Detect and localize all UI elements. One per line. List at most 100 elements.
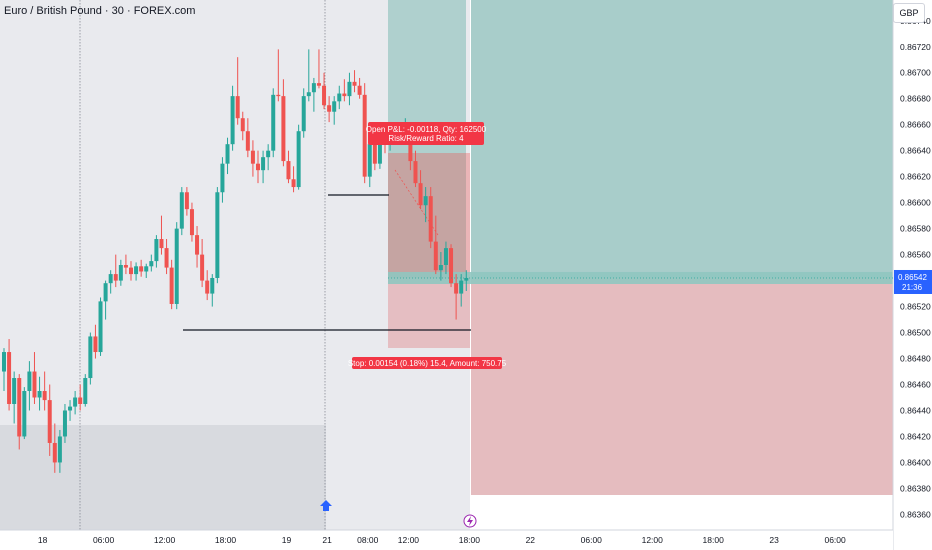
candle-body[interactable] xyxy=(123,265,128,268)
candle-body[interactable] xyxy=(139,266,144,272)
candle-body[interactable] xyxy=(357,85,362,95)
candle-body[interactable] xyxy=(306,92,311,97)
candle-body[interactable] xyxy=(98,301,103,353)
candle-body[interactable] xyxy=(347,81,352,97)
candle-body[interactable] xyxy=(367,144,372,177)
candle-body[interactable] xyxy=(225,144,230,164)
candle-body[interactable] xyxy=(113,274,118,281)
candle-body[interactable] xyxy=(7,352,12,404)
candle-body[interactable] xyxy=(281,96,286,162)
candle-body[interactable] xyxy=(88,336,93,379)
pnl-label-box[interactable] xyxy=(368,122,484,145)
candle-body[interactable] xyxy=(377,140,382,164)
candle-body[interactable] xyxy=(149,261,154,267)
candle-body[interactable] xyxy=(2,352,6,372)
price-tick-label: 0.86460 xyxy=(900,380,931,390)
price-tick-label: 0.86600 xyxy=(900,198,931,208)
candle-body[interactable] xyxy=(276,94,281,97)
candle-body[interactable] xyxy=(184,192,189,210)
candle-body[interactable] xyxy=(322,85,327,106)
candle-body[interactable] xyxy=(266,150,271,158)
current-price-badge[interactable] xyxy=(894,269,932,294)
candle-body[interactable] xyxy=(62,410,67,437)
candle-body[interactable] xyxy=(362,94,367,177)
candle-body[interactable] xyxy=(428,196,433,242)
candle-body[interactable] xyxy=(174,228,179,304)
candle-body[interactable] xyxy=(17,378,22,437)
candle-body[interactable] xyxy=(37,391,42,398)
candle-body[interactable] xyxy=(144,266,149,272)
candle-body[interactable] xyxy=(205,280,210,294)
time-axis[interactable] xyxy=(0,530,893,550)
candle-body[interactable] xyxy=(220,163,225,193)
candle-body[interactable] xyxy=(108,274,113,284)
candle-body[interactable] xyxy=(327,105,332,112)
candle-body[interactable] xyxy=(245,131,250,151)
candle-body[interactable] xyxy=(83,378,88,404)
candle-body[interactable] xyxy=(443,248,448,265)
candle-body[interactable] xyxy=(68,406,73,411)
candle-body[interactable] xyxy=(210,277,215,294)
candle-body[interactable] xyxy=(42,391,47,401)
candle-body[interactable] xyxy=(296,131,301,188)
candle-body[interactable] xyxy=(311,83,316,93)
candle-body[interactable] xyxy=(449,248,454,284)
candle-body[interactable] xyxy=(215,192,220,278)
candle-body[interactable] xyxy=(12,378,17,404)
stop-label-box[interactable] xyxy=(352,357,502,369)
candle-body[interactable] xyxy=(418,183,423,206)
session-marker-arrow-icon[interactable] xyxy=(320,500,332,511)
candle-body[interactable] xyxy=(129,267,133,275)
currency-button[interactable]: GBP xyxy=(893,3,925,23)
candle-body[interactable] xyxy=(93,336,98,353)
candle-body[interactable] xyxy=(200,254,205,281)
candle-body[interactable] xyxy=(27,371,32,392)
candle-body[interactable] xyxy=(32,371,37,398)
candle-body[interactable] xyxy=(423,196,428,206)
candle-body[interactable] xyxy=(291,179,296,188)
candle-body[interactable] xyxy=(464,277,469,281)
current-price-value: 0.86542 xyxy=(898,273,927,282)
candle-body[interactable] xyxy=(459,280,464,294)
symbol-name: Euro / British Pound xyxy=(4,5,102,17)
candle-body[interactable] xyxy=(438,265,443,271)
candle-body[interactable] xyxy=(286,161,291,180)
candle-body[interactable] xyxy=(195,235,200,255)
price-tick-label: 0.86560 xyxy=(900,250,931,260)
candle-body[interactable] xyxy=(189,209,194,236)
candle-body[interactable] xyxy=(52,442,57,463)
candle-body[interactable] xyxy=(22,391,27,437)
candle-body[interactable] xyxy=(235,96,240,119)
candle-body[interactable] xyxy=(301,96,306,132)
candle-body[interactable] xyxy=(261,157,266,171)
candle-body[interactable] xyxy=(159,239,164,249)
candle-body[interactable] xyxy=(352,81,357,86)
candle-body[interactable] xyxy=(103,283,108,302)
candle-body[interactable] xyxy=(164,248,169,268)
price-tick-label: 0.86400 xyxy=(900,457,931,467)
candle-body[interactable] xyxy=(230,96,235,145)
candle-body[interactable] xyxy=(179,192,184,229)
candle-body[interactable] xyxy=(154,239,159,262)
candle-body[interactable] xyxy=(256,163,260,171)
candle-body[interactable] xyxy=(433,241,438,271)
candle-body[interactable] xyxy=(47,400,52,443)
candle-body[interactable] xyxy=(342,93,347,97)
candle-body[interactable] xyxy=(240,118,245,132)
candle-body[interactable] xyxy=(454,283,459,294)
candle-body[interactable] xyxy=(250,150,255,164)
candle-body[interactable] xyxy=(316,83,321,86)
candle-body[interactable] xyxy=(73,397,78,407)
candle-body[interactable] xyxy=(134,266,139,275)
candle-body[interactable] xyxy=(332,101,337,112)
candle-body[interactable] xyxy=(337,93,342,102)
candle-body[interactable] xyxy=(57,436,62,463)
symbol-header[interactable]: Euro / British Pound · 30 · FOREX.com xyxy=(4,5,195,17)
candle-body[interactable] xyxy=(169,267,174,304)
candle-body[interactable] xyxy=(78,397,83,404)
candle-body[interactable] xyxy=(413,161,418,184)
candle-body[interactable] xyxy=(118,265,123,281)
candle-body[interactable] xyxy=(271,94,276,151)
candle-body[interactable] xyxy=(372,144,377,164)
